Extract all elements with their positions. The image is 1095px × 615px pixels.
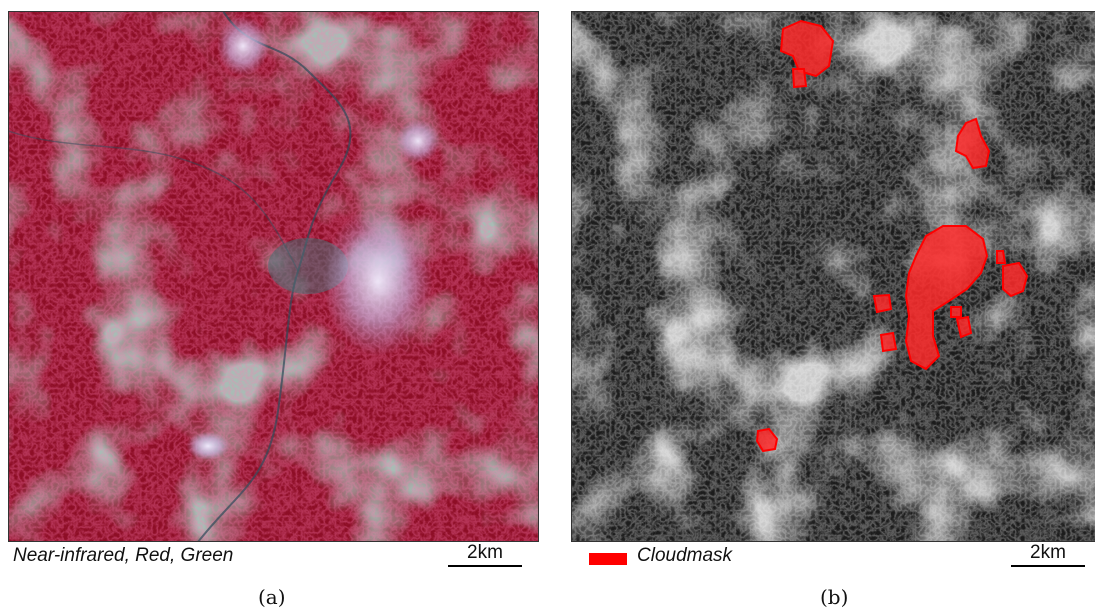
cloudmask-region (791, 68, 808, 89)
cloudmask-region (779, 19, 835, 78)
cloudmask-region (879, 331, 898, 353)
cloudmask-region (904, 225, 989, 371)
scalebar-label: 2km (467, 542, 503, 563)
false-color-image-svg (8, 11, 539, 542)
cloudmask-legend-label: Cloudmask (637, 545, 733, 566)
scalebar-line (1011, 565, 1085, 567)
scalebar-a: 2km (448, 541, 522, 567)
cloudmask-region (996, 250, 1007, 264)
cloud (396, 119, 440, 163)
cloudmask-regions (755, 19, 1029, 453)
cloudmask-region (1002, 261, 1029, 298)
scalebar-label: 2km (1030, 542, 1066, 563)
cloud (186, 432, 230, 460)
scalebar-b: 2km (1011, 541, 1085, 567)
band-combination-caption: Near-infrared, Red, Green (13, 545, 234, 566)
scalebar-line (448, 565, 522, 567)
false-color-satellite-image (8, 11, 539, 542)
cloud (217, 16, 269, 76)
cloudmask-region (954, 117, 991, 170)
cloudmask-region (755, 427, 779, 453)
cloudmask-region (955, 315, 973, 339)
cloudmask-legend-swatch (589, 553, 627, 565)
cloudmask-region (950, 306, 962, 318)
cloud (323, 206, 433, 356)
subfigure-label-a: (a) (258, 585, 286, 609)
cloudmask-image-svg (571, 11, 1095, 542)
grayscale-cloudmask-image (571, 11, 1095, 542)
cloudmask-region (872, 293, 893, 314)
subfigure-label-b: (b) (820, 585, 849, 609)
